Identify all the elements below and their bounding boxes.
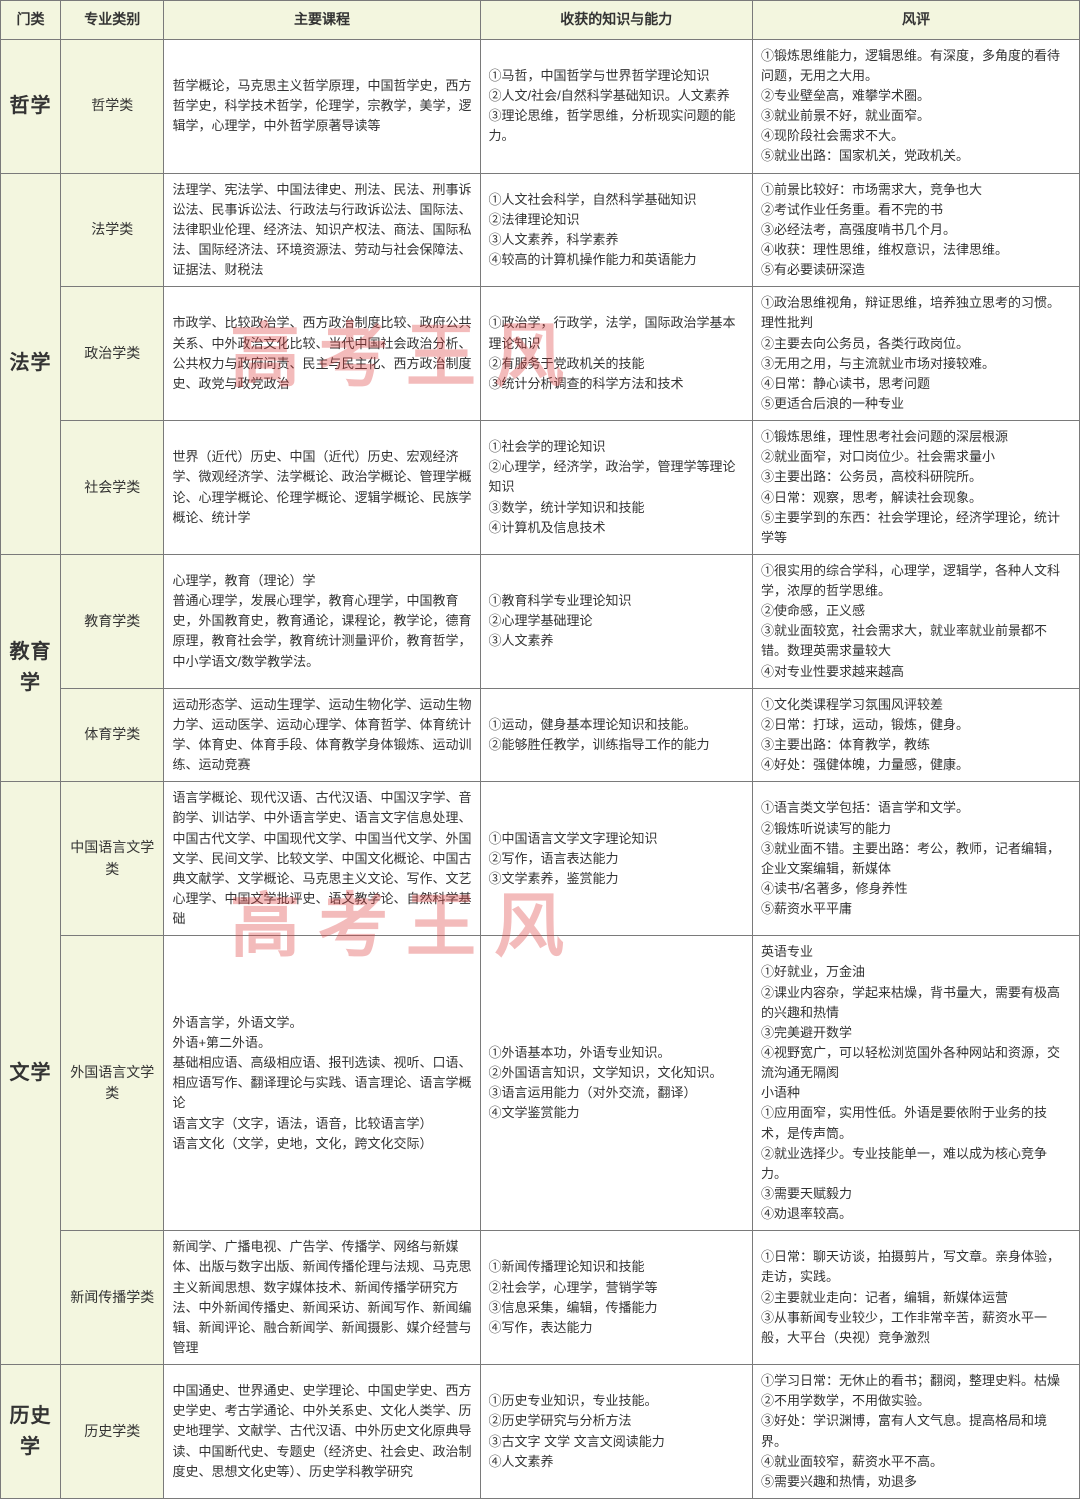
review-cell: ①政治思维视角，辩证思维，培养独立思考的习惯。理性批判②主要去向公务员，各类行政…	[753, 287, 1080, 421]
course-cell: 外语言学，外语文学。外语+第二外语。基础相应语、高级相应语、报刊选读、视听、口语…	[164, 936, 480, 1231]
table-row: 新闻传播学类新闻学、广播电视、广告学、传播学、网络与新媒体、出版与数字出版、新闻…	[1, 1231, 1080, 1365]
page-root: 高考王风 高考王风 门类 专业类别 主要课程 收获的知识与能力 风评 哲学哲学类…	[0, 0, 1080, 1499]
major-cell: 社会学类	[60, 421, 164, 555]
review-cell: ①锻炼思维能力，逻辑思维。有深度，多角度的看待问题，无用之大用。②专业壁垒高，难…	[753, 39, 1080, 173]
header-cat: 门类	[1, 1, 61, 40]
header-course: 主要课程	[164, 1, 480, 40]
table-row: 教育学教育学类心理学，教育（理论）学普通心理学，发展心理学，教育心理学，中国教育…	[1, 554, 1080, 688]
knowledge-cell: ①政治学，行政学，法学，国际政治学基本理论知识②有服务于党政机关的技能③统计分析…	[480, 287, 752, 421]
knowledge-cell: ①社会学的理论知识②心理学，经济学，政治学，管理学等理论知识③数学，统计学知识和…	[480, 421, 752, 555]
knowledge-cell: ①外语基本功，外语专业知识。②外国语言知识，文学知识，文化知识。③语言运用能力（…	[480, 936, 752, 1231]
course-cell: 运动形态学、运动生理学、运动生物化学、运动生物力学、运动医学、运动心理学、体育哲…	[164, 688, 480, 782]
knowledge-cell: ①新闻传播理论知识和技能②社会学，心理学，营销学等③信息采集，编辑，传播能力④写…	[480, 1231, 752, 1365]
table-row: 社会学类世界（近代）历史、中国（近代）历史、宏观经济学、微观经济学、法学概论、政…	[1, 421, 1080, 555]
knowledge-cell: ①教育科学专业理论知识②心理学基础理论③人文素养	[480, 554, 752, 688]
course-cell: 法理学、宪法学、中国法律史、刑法、民法、刑事诉讼法、民事诉讼法、行政法与行政诉讼…	[164, 173, 480, 287]
table-body: 哲学哲学类哲学概论，马克思主义哲学原理，中国哲学史，西方哲学史，科学技术哲学，伦…	[1, 39, 1080, 1498]
header-maj: 专业类别	[60, 1, 164, 40]
course-cell: 中国通史、世界通史、史学理论、中国史学史、西方史学史、考古学通论、中外关系史、文…	[164, 1365, 480, 1499]
major-cell: 哲学类	[60, 39, 164, 173]
knowledge-cell: ①人文社会科学，自然科学基础知识②法律理论知识③人文素养，科学素养④较高的计算机…	[480, 173, 752, 287]
header-rev: 风评	[753, 1, 1080, 40]
major-cell: 中国语言文学类	[60, 782, 164, 936]
table-row: 文学中国语言文学类语言学概论、现代汉语、古代汉语、中国汉字学、音韵学、训诂学、中…	[1, 782, 1080, 936]
header-know: 收获的知识与能力	[480, 1, 752, 40]
table-row: 哲学哲学类哲学概论，马克思主义哲学原理，中国哲学史，西方哲学史，科学技术哲学，伦…	[1, 39, 1080, 173]
major-cell: 法学类	[60, 173, 164, 287]
course-cell: 世界（近代）历史、中国（近代）历史、宏观经济学、微观经济学、法学概论、政治学概论…	[164, 421, 480, 555]
course-cell: 语言学概论、现代汉语、古代汉语、中国汉字学、音韵学、训诂学、中外语言学史、语言文…	[164, 782, 480, 936]
category-cell: 文学	[1, 782, 61, 1365]
review-cell: ①很实用的综合学科，心理学，逻辑学，各种人文科学，浓厚的哲学思维。②使命感，正义…	[753, 554, 1080, 688]
major-cell: 外国语言文学类	[60, 936, 164, 1231]
review-cell: 英语专业①好就业，万金油②课业内容杂，学起来枯燥，背书量大，需要有极高的兴趣和热…	[753, 936, 1080, 1231]
major-cell: 体育学类	[60, 688, 164, 782]
category-cell: 法学	[1, 173, 61, 554]
review-cell: ①语言类文学包括：语言学和文学。②锻炼听说读写的能力③就业面不错。主要出路：考公…	[753, 782, 1080, 936]
major-cell: 政治学类	[60, 287, 164, 421]
review-cell: ①前景比较好：市场需求大，竞争也大②考试作业任务重。看不完的书③必经法考，高强度…	[753, 173, 1080, 287]
review-cell: ①锻炼思维，理性思考社会问题的深层根源②就业面窄，对口岗位少。社会需求量小③主要…	[753, 421, 1080, 555]
major-cell: 新闻传播学类	[60, 1231, 164, 1365]
knowledge-cell: ①历史专业知识，专业技能。②历史学研究与分析方法③古文字 文学 文言文阅读能力④…	[480, 1365, 752, 1499]
category-cell: 哲学	[1, 39, 61, 173]
course-cell: 哲学概论，马克思主义哲学原理，中国哲学史，西方哲学史，科学技术哲学，伦理学，宗教…	[164, 39, 480, 173]
table-row: 政治学类市政学、比较政治学、西方政治制度比较、政府公共关系、中外政治文化比较、当…	[1, 287, 1080, 421]
majors-table: 门类 专业类别 主要课程 收获的知识与能力 风评 哲学哲学类哲学概论，马克思主义…	[0, 0, 1080, 1499]
review-cell: ①学习日常：无休止的看书；翻阅，整理史料。枯燥②不用学数学，不用做实验。③好处：…	[753, 1365, 1080, 1499]
major-cell: 教育学类	[60, 554, 164, 688]
table-row: 历史学历史学类中国通史、世界通史、史学理论、中国史学史、西方史学史、考古学通论、…	[1, 1365, 1080, 1499]
knowledge-cell: ①运动，健身基本理论知识和技能。②能够胜任教学，训练指导工作的能力	[480, 688, 752, 782]
category-cell: 历史学	[1, 1365, 61, 1499]
course-cell: 新闻学、广播电视、广告学、传播学、网络与新媒体、出版与数字出版、新闻传播伦理与法…	[164, 1231, 480, 1365]
table-row: 体育学类运动形态学、运动生理学、运动生物化学、运动生物力学、运动医学、运动心理学…	[1, 688, 1080, 782]
review-cell: ①文化类课程学习氛围风评较差②日常：打球，运动，锻炼，健身。③主要出路：体育教学…	[753, 688, 1080, 782]
table-header-row: 门类 专业类别 主要课程 收获的知识与能力 风评	[1, 1, 1080, 40]
knowledge-cell: ①马哲，中国哲学与世界哲学理论知识②人文/社会/自然科学基础知识。人文素养③理论…	[480, 39, 752, 173]
table-row: 外国语言文学类外语言学，外语文学。外语+第二外语。基础相应语、高级相应语、报刊选…	[1, 936, 1080, 1231]
review-cell: ①日常：聊天访谈，拍摄剪片，写文章。亲身体验，走访，实践。②主要就业走向：记者，…	[753, 1231, 1080, 1365]
course-cell: 心理学，教育（理论）学普通心理学，发展心理学，教育心理学，中国教育史，外国教育史…	[164, 554, 480, 688]
course-cell: 市政学、比较政治学、西方政治制度比较、政府公共关系、中外政治文化比较、当代中国社…	[164, 287, 480, 421]
table-row: 法学法学类法理学、宪法学、中国法律史、刑法、民法、刑事诉讼法、民事诉讼法、行政法…	[1, 173, 1080, 287]
knowledge-cell: ①中国语言文学文字理论知识②写作，语言表达能力③文学素养，鉴赏能力	[480, 782, 752, 936]
category-cell: 教育学	[1, 554, 61, 781]
major-cell: 历史学类	[60, 1365, 164, 1499]
